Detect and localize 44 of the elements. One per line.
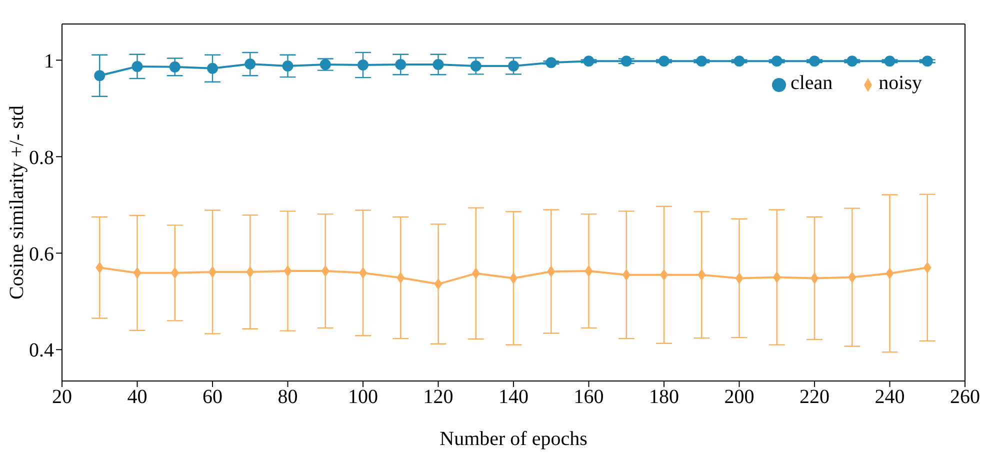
x-tick-label: 240	[874, 386, 905, 408]
x-tick-label: 160	[574, 386, 604, 408]
point	[282, 60, 294, 72]
point	[884, 56, 896, 67]
legend-label: noisy	[878, 72, 922, 94]
point	[358, 60, 368, 71]
point	[809, 56, 820, 67]
x-tick-label: 180	[649, 386, 679, 408]
point	[395, 59, 406, 70]
y-tick-label: 1	[44, 50, 54, 72]
x-tick-label: 200	[724, 386, 754, 408]
point	[132, 60, 143, 72]
point	[169, 61, 180, 72]
x-axis-title: Number of epochs	[440, 428, 588, 450]
y-tick-label: 0.6	[29, 243, 54, 266]
point	[658, 56, 670, 67]
point	[432, 59, 444, 70]
point	[696, 56, 708, 67]
x-tick-label: 140	[498, 386, 528, 408]
y-axis-title: Cosine similarity +/- std	[6, 105, 28, 300]
point	[470, 60, 482, 72]
point	[734, 56, 745, 67]
point	[922, 56, 933, 67]
y-tick-label: 0.4	[29, 340, 54, 362]
x-tick-label: 260	[950, 386, 980, 408]
x-tick-label: 60	[202, 386, 222, 408]
x-tick-label: 220	[800, 386, 830, 408]
point	[94, 70, 106, 82]
point	[244, 58, 256, 70]
x-tick-label: 80	[278, 386, 298, 408]
point	[320, 59, 331, 70]
x-tick-label: 20	[52, 386, 72, 408]
legend-label: clean	[790, 72, 833, 94]
y-tick-label: 0.8	[29, 146, 54, 169]
x-tick-label: 120	[423, 386, 454, 408]
point	[846, 56, 858, 67]
point	[771, 56, 782, 67]
x-tick-label: 100	[348, 386, 378, 408]
point	[546, 57, 557, 68]
point	[583, 56, 594, 67]
x-tick-label: 40	[127, 386, 148, 408]
point	[207, 62, 218, 74]
point	[508, 60, 519, 72]
point	[620, 56, 632, 67]
